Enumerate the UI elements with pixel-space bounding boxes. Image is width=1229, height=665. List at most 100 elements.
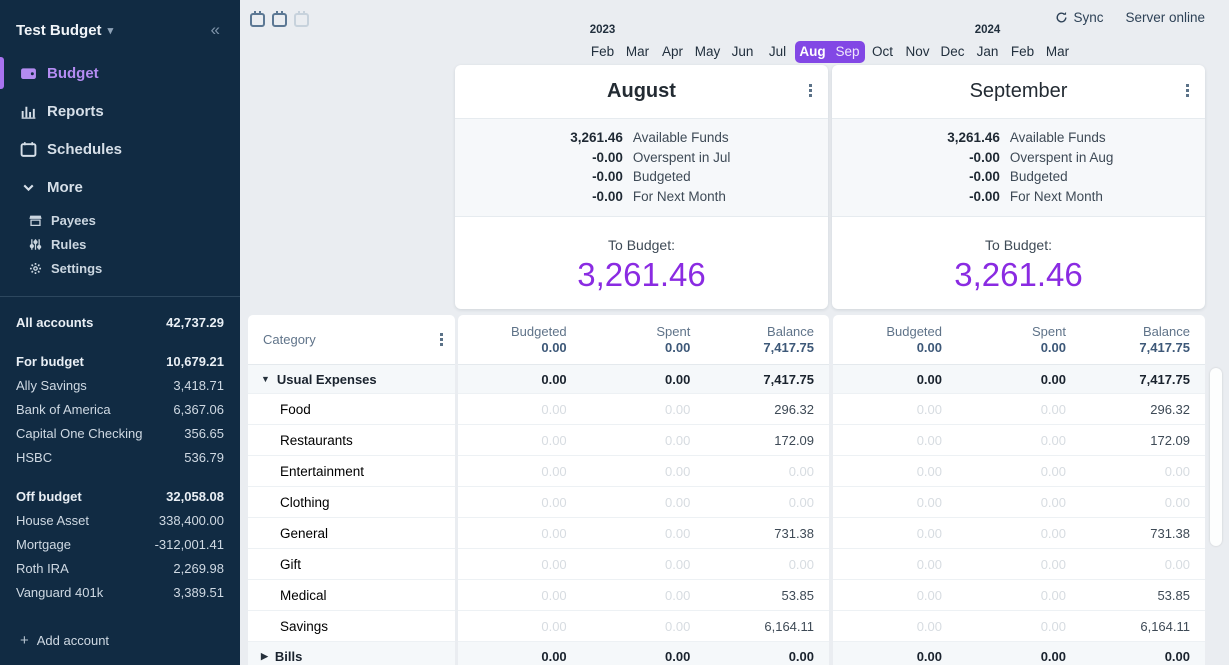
month-tab-feb-12[interactable]: Feb: [1010, 44, 1035, 59]
all-accounts-row[interactable]: All accounts 42,737.29: [16, 311, 224, 335]
month-tab-sep-7[interactable]: Sep: [830, 41, 865, 63]
sidebar-item-rules[interactable]: Rules: [0, 232, 240, 256]
account-item-house-asset[interactable]: House Asset 338,400.00: [16, 509, 224, 533]
month-tab-jan-11[interactable]: Jan: [976, 44, 999, 59]
category-group-cell[interactable]: ▼ Usual Expenses: [248, 365, 455, 394]
month-tab-aug-6[interactable]: Aug: [795, 41, 830, 63]
budgeted-cell[interactable]: 0.00: [833, 394, 957, 425]
budgeted-header[interactable]: Budgeted 0.00: [833, 315, 957, 365]
vertical-scrollbar[interactable]: [1210, 368, 1222, 546]
balance-cell[interactable]: 0.00: [705, 456, 830, 487]
balance-cell[interactable]: 0.00: [1081, 642, 1205, 665]
server-status[interactable]: Server online: [1125, 10, 1205, 25]
collapse-group-icon[interactable]: ▼: [261, 374, 270, 384]
balance-header[interactable]: Balance 7,417.75: [1081, 315, 1205, 365]
spent-cell[interactable]: 0.00: [581, 456, 706, 487]
category-group-cell[interactable]: ▶ Bills: [248, 642, 455, 665]
balance-cell[interactable]: 53.85: [705, 580, 830, 611]
month-tab-mar-13[interactable]: Mar: [1045, 44, 1070, 59]
month-tab-apr-2[interactable]: Apr: [661, 44, 683, 59]
balance-cell[interactable]: 296.32: [705, 394, 830, 425]
account-item-vanguard-401k[interactable]: Vanguard 401k 3,389.51: [16, 581, 224, 605]
budgeted-cell[interactable]: 0.00: [833, 549, 957, 580]
budget-switcher[interactable]: Test Budget ▾: [16, 22, 113, 39]
budgeted-cell[interactable]: 0.00: [833, 487, 957, 518]
account-item-roth-ira[interactable]: Roth IRA 2,269.98: [16, 557, 224, 581]
sidebar-item-reports[interactable]: Reports: [0, 92, 240, 130]
collapse-sidebar-button[interactable]: «: [210, 20, 220, 39]
spent-cell[interactable]: 0.00: [957, 425, 1081, 456]
month-tab-feb-0[interactable]: Feb: [590, 44, 615, 59]
show-3-months-button[interactable]: [294, 11, 309, 27]
spent-cell[interactable]: 0.00: [581, 365, 706, 394]
show-2-months-button[interactable]: [272, 11, 287, 27]
show-1-month-button[interactable]: [250, 11, 265, 27]
budgeted-cell[interactable]: 0.00: [833, 611, 957, 642]
balance-cell[interactable]: 172.09: [1081, 425, 1205, 456]
spent-cell[interactable]: 0.00: [581, 518, 706, 549]
spent-cell[interactable]: 0.00: [957, 611, 1081, 642]
month-menu-button[interactable]: [809, 84, 812, 97]
spent-cell[interactable]: 0.00: [581, 425, 706, 456]
sidebar-item-budget[interactable]: Budget: [0, 54, 240, 92]
account-item-mortgage[interactable]: Mortgage -312,001.41: [16, 533, 224, 557]
balance-cell[interactable]: 0.00: [1081, 456, 1205, 487]
balance-cell[interactable]: 296.32: [1081, 394, 1205, 425]
category-cell[interactable]: Entertainment: [248, 456, 455, 487]
sidebar-item-more[interactable]: More: [0, 168, 240, 206]
balance-cell[interactable]: 0.00: [705, 642, 830, 665]
spent-header[interactable]: Spent 0.00: [957, 315, 1081, 365]
spent-cell[interactable]: 0.00: [957, 394, 1081, 425]
month-tab-mar-1[interactable]: Mar: [625, 44, 650, 59]
sidebar-item-payees[interactable]: Payees: [0, 208, 240, 232]
to-budget-amount[interactable]: 3,261.46: [577, 256, 706, 293]
sidebar-item-schedules[interactable]: Schedules: [0, 130, 240, 168]
category-cell[interactable]: General: [248, 518, 455, 549]
spent-cell[interactable]: 0.00: [581, 611, 706, 642]
balance-cell[interactable]: 731.38: [1081, 518, 1205, 549]
category-menu-button[interactable]: [440, 333, 443, 346]
budgeted-cell[interactable]: 0.00: [458, 580, 582, 611]
spent-cell[interactable]: 0.00: [957, 456, 1081, 487]
budgeted-cell[interactable]: 0.00: [458, 518, 582, 549]
balance-cell[interactable]: 0.00: [1081, 549, 1205, 580]
account-item-capital-one-checking[interactable]: Capital One Checking 356.65: [16, 422, 224, 446]
for-budget-row[interactable]: For budget 10,679.21: [16, 350, 224, 374]
spent-cell[interactable]: 0.00: [581, 580, 706, 611]
account-item-hsbc[interactable]: HSBC 536.79: [16, 446, 224, 470]
balance-cell[interactable]: 731.38: [705, 518, 830, 549]
sidebar-item-settings[interactable]: Settings: [0, 256, 240, 280]
month-menu-button[interactable]: [1186, 84, 1189, 97]
month-tab-jun-4[interactable]: Jun: [731, 44, 754, 59]
off-budget-row[interactable]: Off budget 32,058.08: [16, 485, 224, 509]
budgeted-cell[interactable]: 0.00: [458, 365, 582, 394]
balance-cell[interactable]: 6,164.11: [1081, 611, 1205, 642]
month-tab-dec-10[interactable]: Dec: [940, 44, 965, 59]
category-cell[interactable]: Medical: [248, 580, 455, 611]
add-account-button[interactable]: + Add account: [16, 632, 224, 665]
spent-header[interactable]: Spent 0.00: [581, 315, 706, 365]
balance-cell[interactable]: 7,417.75: [1081, 365, 1205, 394]
spent-cell[interactable]: 0.00: [581, 394, 706, 425]
balance-cell[interactable]: 6,164.11: [705, 611, 830, 642]
spent-cell[interactable]: 0.00: [957, 365, 1081, 394]
month-tab-may-3[interactable]: May: [694, 44, 721, 59]
category-cell[interactable]: Restaurants: [248, 425, 455, 456]
balance-cell[interactable]: 0.00: [1081, 487, 1205, 518]
category-cell[interactable]: Savings: [248, 611, 455, 642]
balance-header[interactable]: Balance 7,417.75: [705, 315, 830, 365]
balance-cell[interactable]: 0.00: [705, 549, 830, 580]
spent-cell[interactable]: 0.00: [957, 518, 1081, 549]
sync-button[interactable]: Sync: [1055, 10, 1103, 25]
spent-cell[interactable]: 0.00: [581, 642, 706, 665]
spent-cell[interactable]: 0.00: [957, 487, 1081, 518]
balance-cell[interactable]: 0.00: [705, 487, 830, 518]
balance-cell[interactable]: 53.85: [1081, 580, 1205, 611]
budgeted-cell[interactable]: 0.00: [833, 642, 957, 665]
month-tab-oct-8[interactable]: Oct: [871, 44, 893, 59]
budgeted-cell[interactable]: 0.00: [833, 365, 957, 394]
category-cell[interactable]: Clothing: [248, 487, 455, 518]
balance-cell[interactable]: 7,417.75: [705, 365, 830, 394]
to-budget-amount[interactable]: 3,261.46: [954, 256, 1083, 293]
spent-cell[interactable]: 0.00: [957, 642, 1081, 665]
